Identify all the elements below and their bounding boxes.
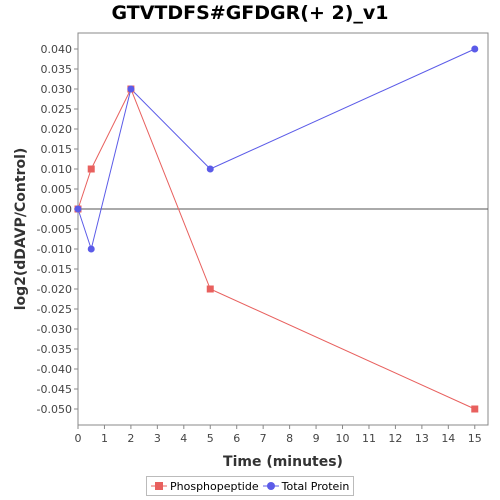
y-tick-label: -0.015: [37, 263, 72, 276]
x-tick-label: 13: [415, 432, 429, 445]
y-tick-label: 0.020: [41, 123, 73, 136]
data-point-square: [87, 165, 95, 173]
x-tick-label: 12: [388, 432, 402, 445]
x-tick-label: 8: [286, 432, 293, 445]
x-tick-label: 6: [233, 432, 240, 445]
y-tick-label: -0.050: [37, 403, 72, 416]
legend: Phosphopeptide Total Protein: [146, 476, 354, 496]
x-tick-label: 3: [154, 432, 161, 445]
y-tick-label: -0.040: [37, 363, 72, 376]
circle-marker-icon: [262, 482, 279, 490]
y-tick-label: -0.005: [37, 223, 72, 236]
x-tick-label: 10: [336, 432, 350, 445]
data-point-square: [206, 285, 214, 293]
y-tick-label: 0.010: [41, 163, 73, 176]
legend-item-phosphopeptide: Phosphopeptide: [151, 480, 259, 493]
x-tick-label: 4: [180, 432, 187, 445]
x-tick-label: 7: [260, 432, 267, 445]
chart-title: GTVTDFS#GFDGR(+ 2)_v1: [111, 2, 389, 24]
y-tick-label: 0.015: [41, 143, 73, 156]
legend-label-total-protein: Total Protein: [281, 479, 350, 493]
x-tick-label: 0: [75, 432, 82, 445]
data-point-circle: [206, 165, 214, 173]
y-tick-label: 0.000: [41, 203, 73, 216]
y-tick-label: -0.020: [37, 283, 72, 296]
square-marker-icon: [151, 482, 167, 490]
legend-label-phosphopeptide: Phosphopeptide: [170, 479, 259, 493]
series-markers: [74, 45, 479, 413]
x-tick-label: 5: [207, 432, 214, 445]
x-tick-label: 1: [101, 432, 108, 445]
y-tick-label: -0.045: [37, 383, 72, 396]
y-tick-label: 0.025: [41, 103, 73, 116]
legend-item-total-protein: Total Protein: [262, 479, 350, 493]
y-tick-label: -0.030: [37, 323, 72, 336]
data-point-circle: [74, 205, 82, 213]
y-axis: 0.040 0.035 0.030 0.025 0.020 0.015 0.010 0.005…: [37, 43, 78, 416]
x-tick-label: 15: [468, 432, 482, 445]
x-axis-label: Time (minutes): [223, 454, 343, 470]
y-axis-label: log2(dDAVP/Control): [13, 148, 29, 311]
y-tick-label: 0.035: [41, 63, 73, 76]
x-axis: 0 1 2 3 4 5 6 7 8 9 10 11 12 13 14 15: [75, 425, 482, 445]
x-tick-label: 14: [441, 432, 455, 445]
x-tick-label: 11: [362, 432, 376, 445]
data-point-circle: [87, 245, 95, 253]
y-tick-label: -0.010: [37, 243, 72, 256]
y-tick-label: -0.025: [37, 303, 72, 316]
y-tick-label: 0.040: [41, 43, 73, 56]
x-tick-label: 9: [313, 432, 320, 445]
data-point-circle: [471, 45, 479, 53]
plot-area: [77, 32, 489, 426]
y-tick-label: 0.030: [41, 83, 73, 96]
data-point-square: [471, 405, 479, 413]
x-tick-label: 2: [127, 432, 134, 445]
y-tick-label: 0.005: [41, 183, 73, 196]
data-point-circle: [127, 85, 135, 93]
y-tick-label: -0.035: [37, 343, 72, 356]
